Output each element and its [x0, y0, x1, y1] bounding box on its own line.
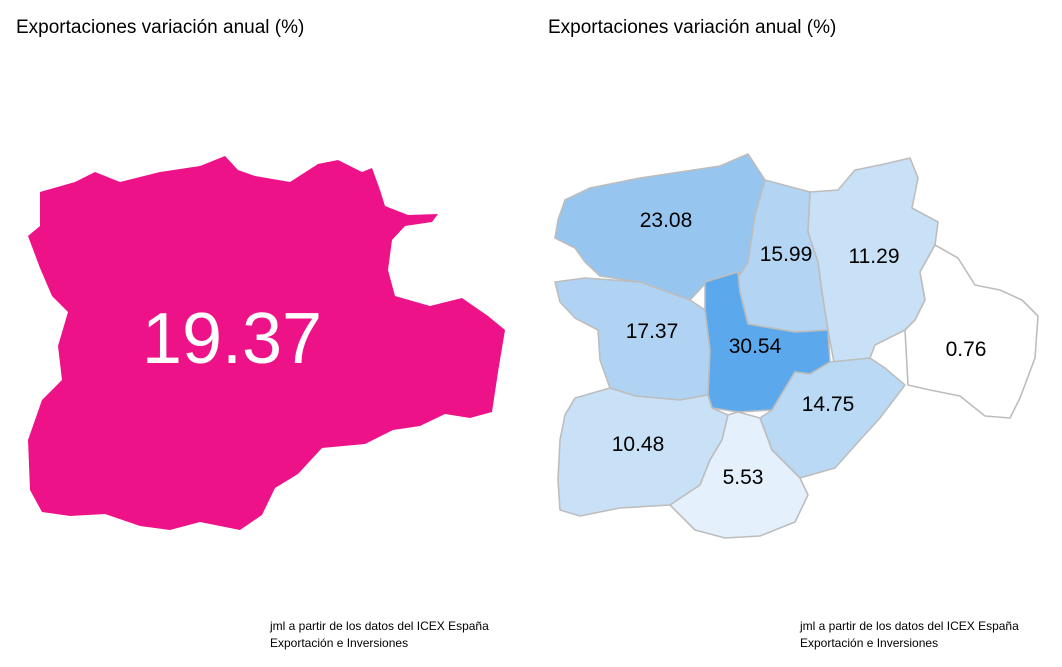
province-value-label: 30.54 [729, 335, 782, 358]
province-avila [669, 411, 809, 539]
province-value-label: 10.48 [612, 433, 665, 456]
right-map-title: Exportaciones variación anual (%) [548, 17, 837, 38]
province-value-label: 5.53 [723, 466, 764, 489]
region-value-label: 19.37 [142, 299, 322, 379]
right-source-caption: jml a partir de los datos del ICEX Españ… [800, 618, 1019, 652]
province-value-label: 17.37 [626, 320, 679, 343]
right-caption-line-2: Exportación e Inversiones [800, 636, 939, 650]
left-caption-line-1: jml a partir de los datos del ICEX Españ… [270, 619, 489, 633]
province-value-label: 15.99 [760, 243, 813, 266]
province-soria [904, 244, 1039, 419]
left-source-caption: jml a partir de los datos del ICEX Españ… [270, 618, 489, 652]
left-map-title: Exportaciones variación anual (%) [16, 17, 305, 38]
right-map [554, 153, 1039, 539]
province-labels: 23.08 15.99 11.29 0.76 17.37 30.54 14.75 10.48 5… [612, 209, 987, 489]
province-segovia [759, 357, 906, 479]
province-value-label: 11.29 [849, 245, 900, 268]
left-caption-line-2: Exportación e Inversiones [270, 636, 409, 650]
province-value-label: 14.75 [802, 393, 855, 416]
province-value-label: 23.08 [640, 209, 693, 232]
region-castilla-y-leon [28, 156, 505, 530]
province-value-label: 0.76 [946, 338, 987, 361]
right-caption-line-1: jml a partir de los datos del ICEX Españ… [800, 619, 1019, 633]
left-map: 19.37 [28, 156, 505, 530]
